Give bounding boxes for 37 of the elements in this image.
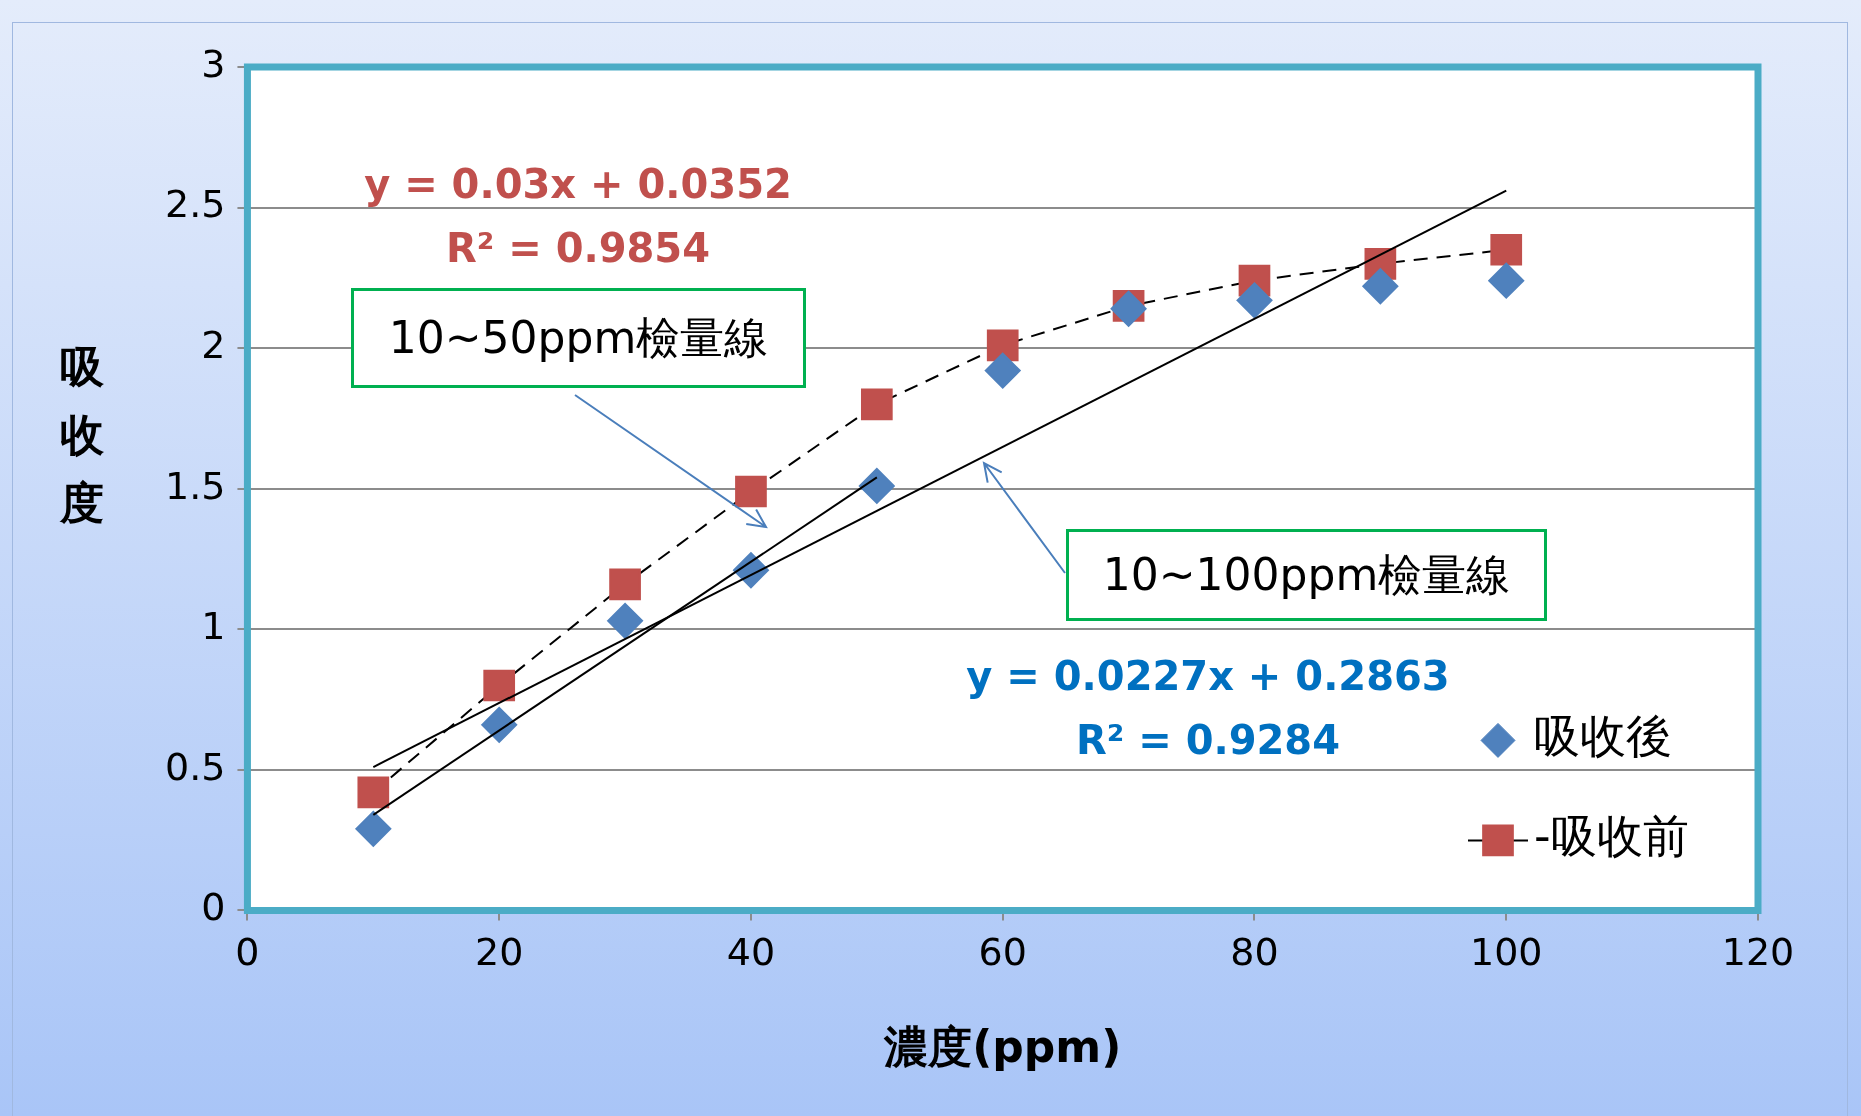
y-tick-label: 1.5 xyxy=(165,463,226,508)
point xyxy=(481,706,518,743)
x-tick-label: 120 xyxy=(1721,930,1795,975)
annotation: y = 0.0227x + 0.2863 R² = 0.9284 xyxy=(966,653,1450,764)
point xyxy=(355,810,392,847)
point xyxy=(1490,233,1523,266)
point xyxy=(986,329,1019,362)
point xyxy=(609,568,641,601)
point xyxy=(984,352,1021,389)
x-tick-label: 40 xyxy=(726,930,776,975)
x-tick-label: 100 xyxy=(1469,930,1543,975)
y-tick-label: 2 xyxy=(201,323,226,368)
x-tick-label: 80 xyxy=(1230,930,1279,975)
point xyxy=(735,475,767,508)
x-tick-label: 0 xyxy=(235,930,260,975)
x-tick-label: 60 xyxy=(978,930,1027,975)
x-tick-label: 20 xyxy=(475,930,524,975)
point xyxy=(483,669,516,702)
legend-label: 吸收後 xyxy=(1534,709,1672,764)
point xyxy=(1362,268,1399,305)
y-axis-title: 吸收度 xyxy=(59,341,105,529)
y-tick-label: 0.5 xyxy=(165,744,226,789)
annotation: y = 0.03x + 0.0352 R² = 0.9854 xyxy=(364,161,792,272)
point xyxy=(1236,282,1273,319)
point xyxy=(357,776,390,809)
y-tick-label: 2.5 xyxy=(165,182,226,227)
x-axis-title: 濃度(ppm) xyxy=(883,1020,1122,1072)
legend-label: -吸收前 xyxy=(1534,809,1689,864)
point xyxy=(607,602,644,639)
annotation: 10~50ppm檢量線 xyxy=(351,288,806,388)
point xyxy=(860,388,893,421)
y-tick-label: 0 xyxy=(201,885,226,930)
point xyxy=(858,467,895,504)
annotation: 10~100ppm檢量線 xyxy=(1066,529,1547,621)
y-tick-label: 3 xyxy=(201,41,226,86)
y-tick-label: 1 xyxy=(201,604,226,649)
point xyxy=(1488,262,1525,299)
